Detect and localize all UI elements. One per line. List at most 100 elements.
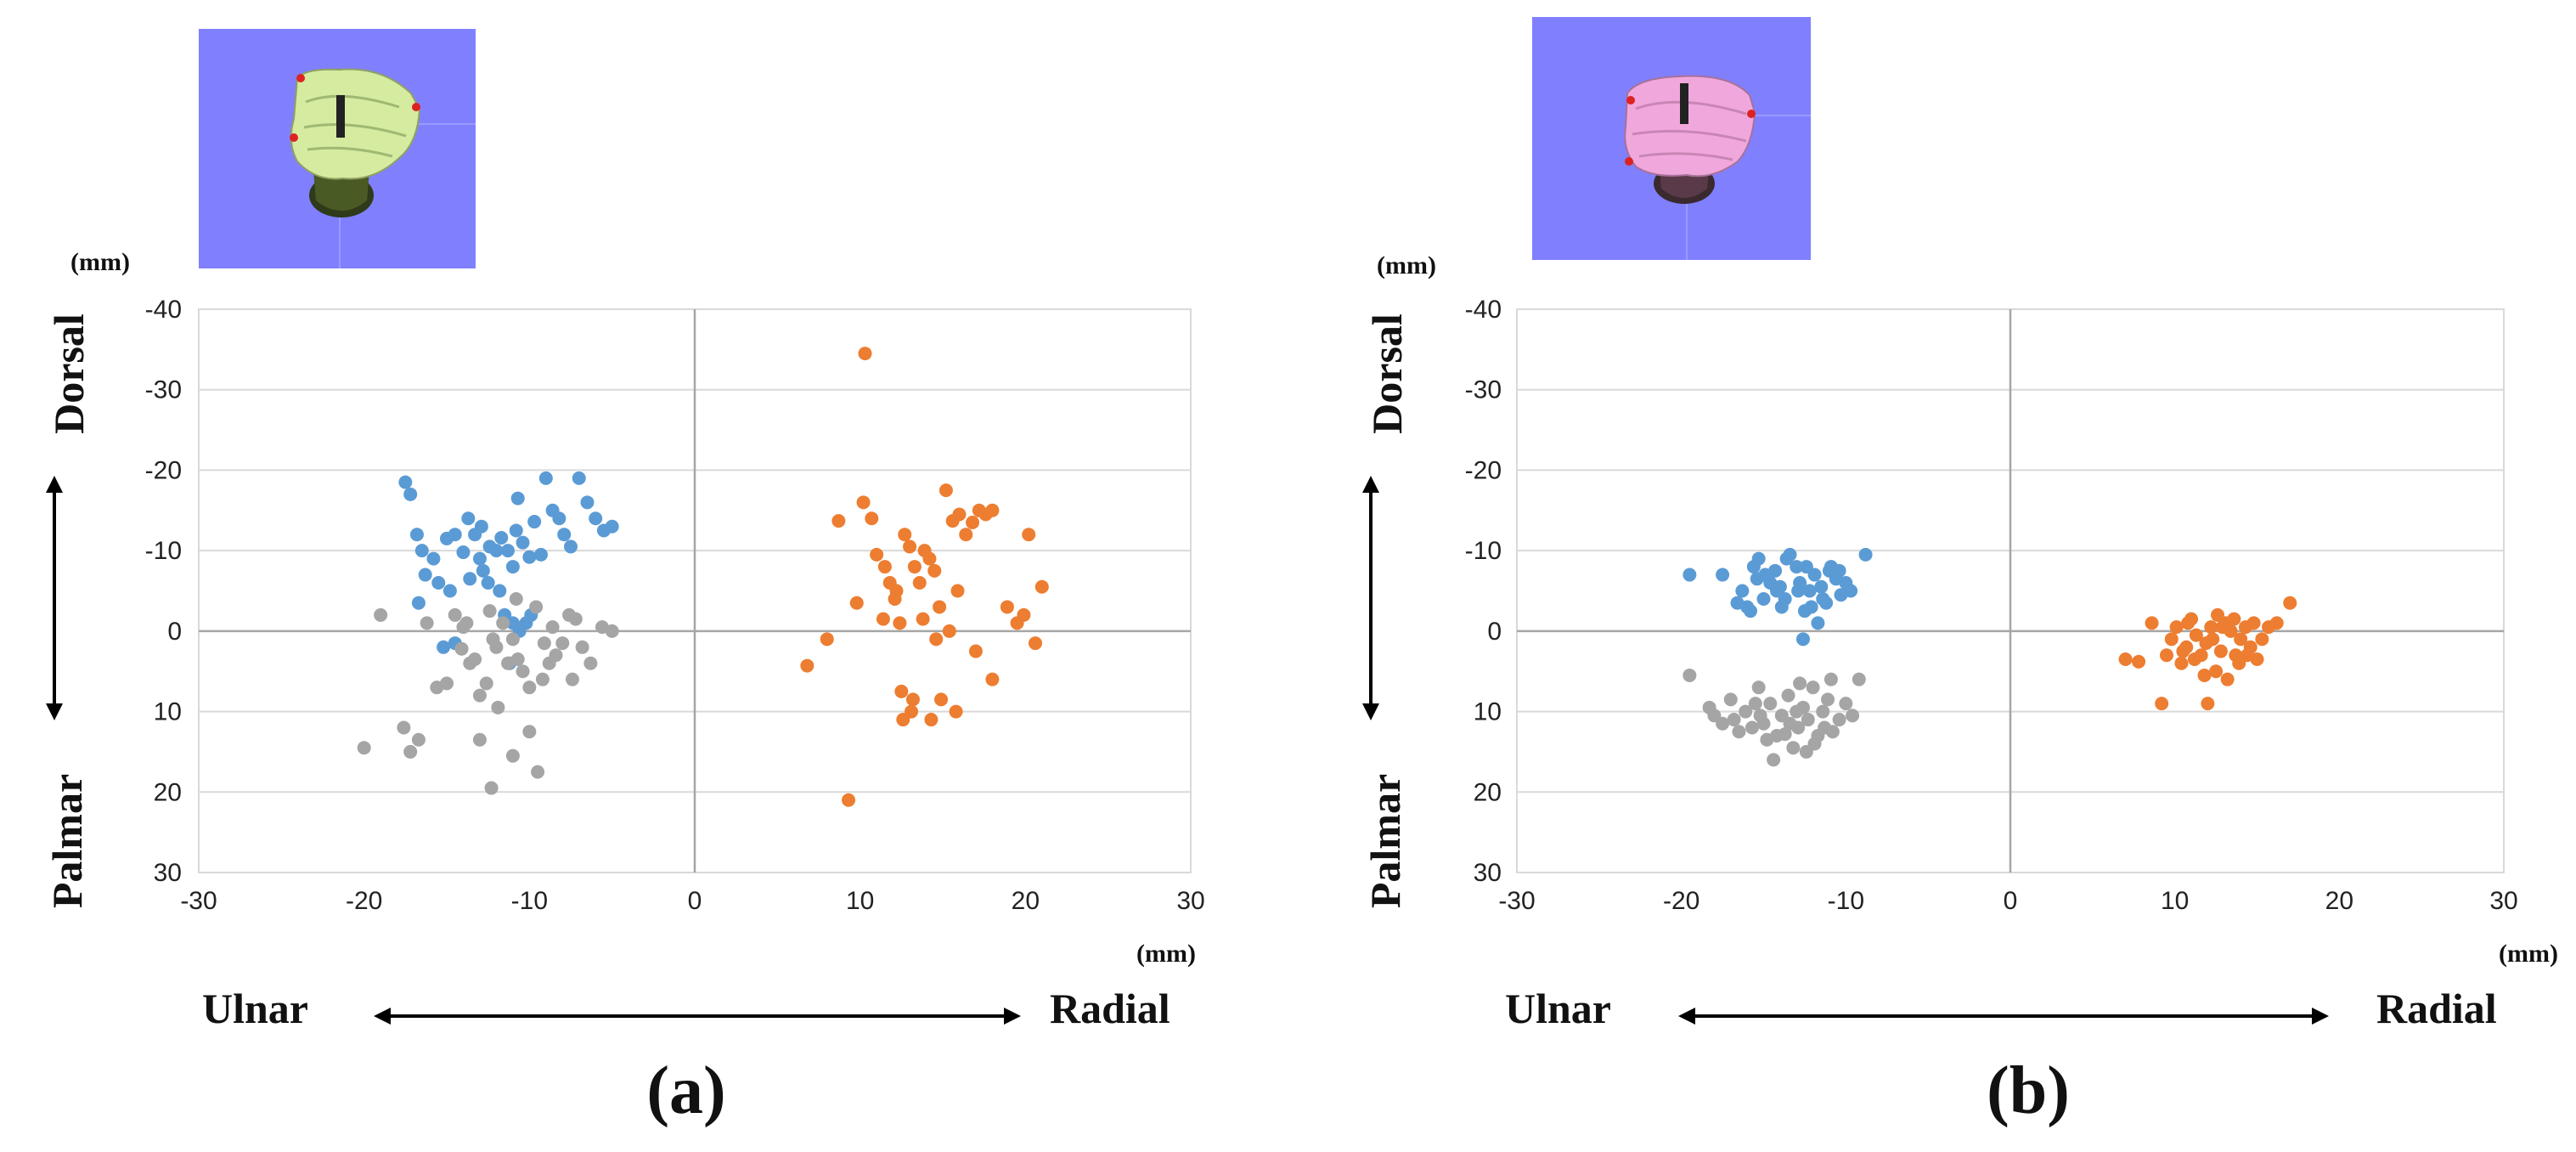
data-point-gray [1781,688,1795,703]
data-point-blue [557,528,572,542]
data-point-orange [950,584,965,598]
x-tick-label: -20 [346,887,382,915]
data-point-blue [463,572,477,586]
data-point-orange [2164,632,2179,647]
data-point-orange [2155,697,2169,711]
data-point-orange [2234,632,2248,647]
data-point-orange [916,612,930,626]
data-point-blue [403,487,418,501]
data-point-orange [912,576,927,590]
y-tick-label: -40 [1465,296,1502,324]
data-point-gray [1753,709,1767,723]
data-point-blue [1751,551,1766,566]
bone-thumbnail-a [199,29,476,268]
data-point-gray [1732,725,1746,739]
data-point-orange [2201,697,2215,711]
data-point-orange [2206,632,2220,647]
data-point-gray [565,672,579,686]
data-point-gray [583,656,598,670]
data-point-blue [1769,584,1784,598]
data-point-gray [374,607,388,622]
data-point-gray [1683,668,1697,682]
x-tick-label: -30 [1498,887,1535,915]
data-point-gray [1727,713,1741,727]
y-unit-label: (mm) [1377,251,1436,280]
data-point-gray [1846,709,1860,723]
data-point-gray [1786,741,1801,755]
data-point-gray [555,636,570,651]
vertical-double-arrow [1362,476,1379,720]
x-tick-label: 0 [688,887,702,915]
data-point-orange [966,515,980,529]
data-point-blue [605,519,619,534]
data-point-gray [1832,713,1846,727]
palmar-label: Palmar [1361,774,1409,908]
x-tick-label: 10 [2161,887,2189,915]
data-point-gray [1760,732,1774,747]
y-tick-label: -40 [145,296,182,324]
data-point-gray [484,781,499,795]
data-point-blue [474,519,488,534]
data-point-orange [2187,652,2201,667]
x-unit-label: (mm) [2499,940,2558,968]
data-point-orange [831,514,846,528]
y-tick-label: 10 [1474,698,1502,726]
data-point-gray [1748,697,1762,711]
data-point-orange [2209,664,2224,679]
data-point-blue [409,528,424,542]
ulnar-label: Ulnar [1505,985,1611,1032]
x-tick-label: 20 [1012,887,1040,915]
dorsal-label: Dorsal [1363,313,1411,434]
x-tick-label: -20 [1663,887,1699,915]
data-point-blue [1844,584,1858,598]
data-point-orange [907,560,922,574]
data-point-orange [876,612,890,626]
data-point-orange [903,539,917,554]
data-point-blue [1832,563,1846,578]
data-point-blue [505,560,520,574]
data-point-gray [522,725,537,739]
x-tick-label: 30 [1176,887,1204,915]
data-point-gray [509,591,523,606]
bone-thumbnail-b [1532,17,1811,260]
data-point-blue [481,576,495,590]
data-point-gray [568,612,583,626]
data-point-gray [472,688,487,703]
data-point-blue [1756,591,1771,606]
y-tick-label: -10 [1465,537,1502,565]
x-tick-label: 10 [846,887,874,915]
data-point-gray [522,680,537,695]
y-tick-label: 30 [154,859,182,887]
dorsal-label: Dorsal [45,313,93,434]
data-point-orange [2213,644,2228,658]
data-point-blue [1795,632,1810,647]
data-point-orange [2181,616,2196,630]
data-point-blue [501,544,516,558]
y-tick-label: -30 [145,376,182,404]
data-point-blue [1814,579,1829,594]
data-point-blue [398,475,413,489]
data-point-gray [1739,704,1753,719]
data-point-orange [1029,636,1043,651]
data-point-blue [509,523,523,538]
data-point-blue [431,576,446,590]
data-point-blue [414,544,429,558]
data-point-gray [1799,744,1813,759]
data-point-orange [888,591,902,606]
data-point-orange [929,632,944,647]
data-point-gray [545,620,560,635]
data-point-orange [2159,648,2173,663]
data-point-orange [927,563,942,578]
data-point-orange [959,528,973,542]
data-point-blue [494,530,509,545]
data-point-gray [549,648,563,663]
data-point-gray [531,765,545,779]
data-point-blue [1735,584,1750,598]
data-point-gray [510,652,525,667]
data-point-gray [1818,720,1832,735]
data-point-orange [2283,596,2297,610]
data-point-blue [448,528,462,542]
radial-label: Radial [2376,985,2497,1032]
